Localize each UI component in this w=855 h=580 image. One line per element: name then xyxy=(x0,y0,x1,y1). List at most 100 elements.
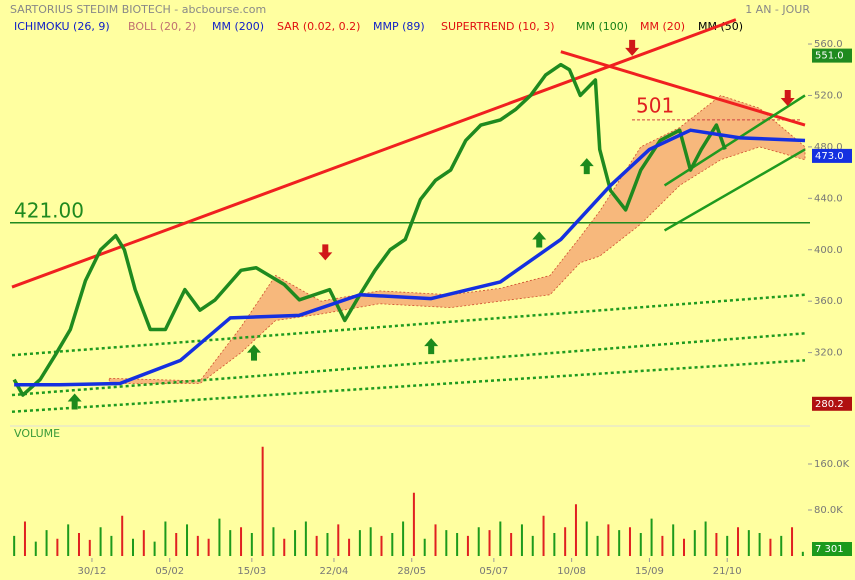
x-tick-label: 30/12 xyxy=(78,566,107,577)
volume-bar xyxy=(564,527,567,556)
volume-bar xyxy=(520,524,523,556)
volume-bar xyxy=(791,527,794,556)
volume-bar xyxy=(67,524,70,556)
volume-bar xyxy=(574,504,577,556)
price-tag-label: 551.0 xyxy=(815,51,844,62)
price-line xyxy=(14,128,806,387)
signal-arrow xyxy=(424,338,439,355)
volume-bar xyxy=(369,527,372,556)
x-tick-label: 10/08 xyxy=(557,566,586,577)
legend-entry: MM (100) xyxy=(576,20,628,33)
volume-bar xyxy=(132,538,135,556)
x-tick-label: 21/10 xyxy=(713,566,742,577)
x-tick-label: 28/05 xyxy=(397,566,426,577)
y-tick-label: 400.0 xyxy=(814,245,843,256)
volume-bar xyxy=(596,535,599,556)
volume-bar xyxy=(434,524,437,556)
volume-bar xyxy=(672,524,675,556)
volume-bar xyxy=(715,533,718,556)
volume-bar xyxy=(88,539,91,556)
y-tick-label: 480.0 xyxy=(814,142,843,153)
volume-bar xyxy=(402,521,405,556)
price-tag xyxy=(812,48,852,63)
volume-bar xyxy=(704,521,707,556)
volume-bar xyxy=(726,535,729,556)
volume-bar xyxy=(737,527,740,556)
signal-arrow xyxy=(780,90,795,107)
volume-bar xyxy=(272,527,275,556)
volume-bar xyxy=(304,521,307,556)
x-tick-label: 05/07 xyxy=(479,566,508,577)
signal-arrow xyxy=(579,158,594,175)
trendline xyxy=(11,332,806,397)
volume-bar xyxy=(628,527,631,556)
volume-bar xyxy=(531,535,534,556)
volume-bar xyxy=(510,533,513,556)
volume-tag-label: 7 301 xyxy=(815,544,844,555)
volume-bar xyxy=(13,535,16,556)
volume-bar xyxy=(23,521,26,556)
volume-bar xyxy=(801,551,804,556)
volume-bar xyxy=(780,535,783,556)
signal-arrow xyxy=(247,344,262,361)
legend-entry: MM (20) xyxy=(640,20,685,33)
volume-bar xyxy=(456,533,459,556)
trendline xyxy=(11,359,806,414)
volume-bar xyxy=(488,530,491,556)
signal-arrow xyxy=(532,231,547,248)
volume-bar xyxy=(45,530,48,556)
volume-bar xyxy=(423,538,426,556)
volume-bar xyxy=(142,530,145,556)
volume-bar xyxy=(769,538,772,556)
volume-bar xyxy=(682,538,685,556)
volume-tick-label: 80.0K xyxy=(814,505,843,516)
price-tag xyxy=(812,148,852,163)
volume-bar xyxy=(639,533,642,556)
volume-bar xyxy=(477,527,480,556)
volume-bar xyxy=(618,530,621,556)
y-tick-label: 560.0 xyxy=(814,39,843,50)
y-tick-label: 440.0 xyxy=(814,193,843,204)
trendline xyxy=(663,94,806,187)
legend-entry: SUPERTREND (10, 3) xyxy=(441,20,555,33)
level-label: 501 xyxy=(636,93,674,117)
trendline xyxy=(560,50,806,127)
signal-arrow xyxy=(625,39,640,56)
volume-bar xyxy=(445,530,448,556)
trendline xyxy=(11,293,806,357)
volume-bar xyxy=(358,530,361,556)
volume-bar xyxy=(186,524,189,556)
volume-bar xyxy=(250,533,253,556)
legend-entry: MMP (89) xyxy=(373,20,425,33)
volume-bar xyxy=(542,515,545,556)
legend-entry: BOLL (20, 2) xyxy=(128,20,196,33)
x-tick-label: 15/03 xyxy=(237,566,266,577)
volume-bar xyxy=(499,521,502,556)
volume-bar xyxy=(315,535,318,556)
volume-bar xyxy=(261,446,264,556)
volume-tick-label: 160.0K xyxy=(814,459,850,470)
volume-bar xyxy=(229,530,232,556)
y-tick-label: 320.0 xyxy=(814,348,843,359)
legend-entry: MM (200) xyxy=(212,20,264,33)
legend-entry: ICHIMOKU (26, 9) xyxy=(14,20,110,33)
volume-bar xyxy=(693,530,696,556)
chart-title: SARTORIUS STEDIM BIOTECH - abcbourse.com xyxy=(10,3,266,16)
x-tick-label: 05/02 xyxy=(155,566,184,577)
trendline xyxy=(663,148,806,232)
volume-bar xyxy=(77,533,80,556)
x-tick-label: 15/09 xyxy=(635,566,664,577)
volume-tag xyxy=(812,542,852,556)
volume-bar xyxy=(240,527,243,556)
price-tag-label: 280.2 xyxy=(815,399,844,410)
volume-bar xyxy=(412,492,415,556)
level-label: 421.00 xyxy=(14,198,84,222)
price-tag xyxy=(812,396,852,411)
volume-bar xyxy=(294,530,297,556)
legend-entry: SAR (0.02, 0.2) xyxy=(277,20,360,33)
volume-bar xyxy=(218,518,221,556)
volume-bar xyxy=(110,535,113,556)
